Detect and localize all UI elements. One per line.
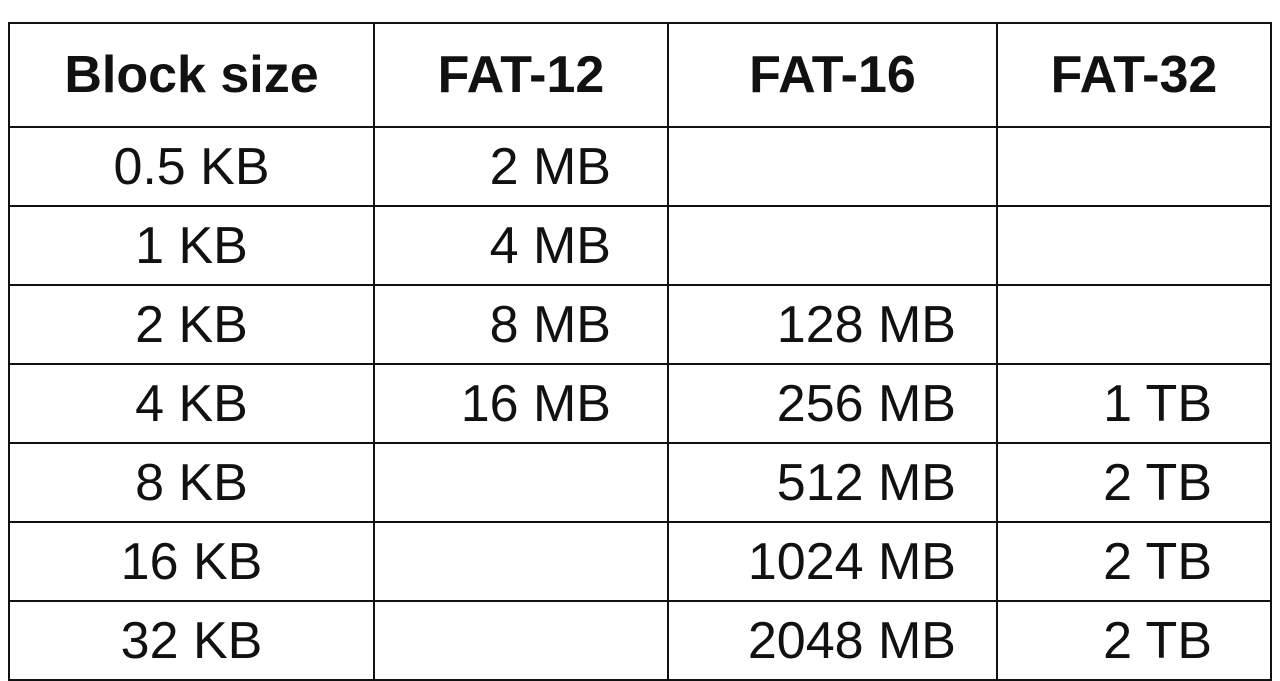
- cell-fat-12: 8 MB: [373, 284, 669, 365]
- table-row: 8 KB 512 MB 2 TB: [8, 442, 1272, 523]
- cell-fat-32: [996, 205, 1272, 286]
- cell-block-size: 1 KB: [8, 205, 375, 286]
- cell-fat-16: [667, 126, 998, 207]
- cell-fat-16: 512 MB: [667, 442, 998, 523]
- cell-fat-12: [373, 442, 669, 523]
- table-row: 0.5 KB 2 MB: [8, 126, 1272, 207]
- cell-block-size: 8 KB: [8, 442, 375, 523]
- cell-fat-12: 2 MB: [373, 126, 669, 207]
- header-block-size: Block size: [8, 22, 375, 128]
- cell-fat-12: 4 MB: [373, 205, 669, 286]
- table-row: 1 KB 4 MB: [8, 205, 1272, 286]
- cell-fat-12: 16 MB: [373, 363, 669, 444]
- table-row: 32 KB 2048 MB 2 TB: [8, 600, 1272, 681]
- fat-max-partition-table: Block size FAT-12 FAT-16 FAT-32 0.5 KB 2…: [8, 22, 1272, 681]
- table-row: 4 KB 16 MB 256 MB 1 TB: [8, 363, 1272, 444]
- cell-fat-32: 2 TB: [996, 521, 1272, 602]
- cell-block-size: 2 KB: [8, 284, 375, 365]
- header-fat-12: FAT-12: [373, 22, 669, 128]
- cell-fat-12: [373, 600, 669, 681]
- cell-fat-32: 1 TB: [996, 363, 1272, 444]
- cell-fat-16: 1024 MB: [667, 521, 998, 602]
- cell-fat-16: [667, 205, 998, 286]
- table-header-row: Block size FAT-12 FAT-16 FAT-32: [8, 22, 1272, 128]
- header-fat-32: FAT-32: [996, 22, 1272, 128]
- cell-block-size: 16 KB: [8, 521, 375, 602]
- cell-block-size: 0.5 KB: [8, 126, 375, 207]
- fat-max-partition-table-container: Block size FAT-12 FAT-16 FAT-32 0.5 KB 2…: [8, 22, 1272, 681]
- cell-fat-32: [996, 284, 1272, 365]
- cell-block-size: 32 KB: [8, 600, 375, 681]
- cell-fat-32: 2 TB: [996, 600, 1272, 681]
- cell-fat-16: 128 MB: [667, 284, 998, 365]
- cell-fat-12: [373, 521, 669, 602]
- cell-fat-16: 256 MB: [667, 363, 998, 444]
- cell-fat-32: 2 TB: [996, 442, 1272, 523]
- cell-fat-16: 2048 MB: [667, 600, 998, 681]
- cell-block-size: 4 KB: [8, 363, 375, 444]
- cell-fat-32: [996, 126, 1272, 207]
- table-row: 2 KB 8 MB 128 MB: [8, 284, 1272, 365]
- header-fat-16: FAT-16: [667, 22, 998, 128]
- table-row: 16 KB 1024 MB 2 TB: [8, 521, 1272, 602]
